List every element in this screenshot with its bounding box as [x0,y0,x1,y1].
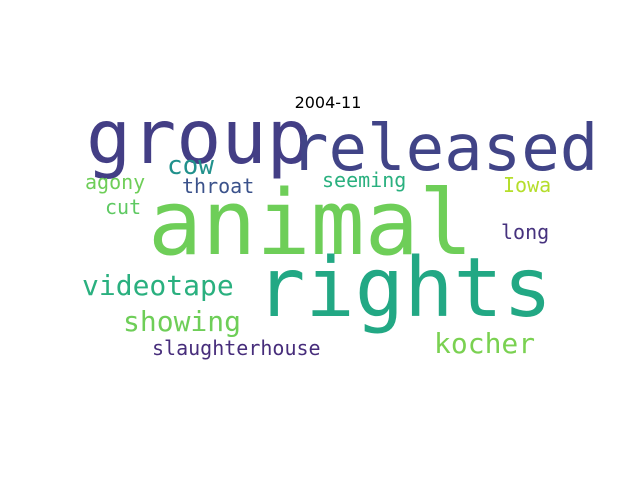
word-animal: animal [148,171,474,276]
word-videotape: videotape [82,269,234,302]
word-long: long [501,220,550,244]
word-seeming: seeming [322,168,407,192]
word-throat: throat [182,174,255,198]
word-agony: agony [85,170,146,194]
word-rights: rights [256,241,553,336]
word-group: group [86,93,312,181]
word-cut: cut [105,195,142,219]
word-showing: showing [123,305,242,338]
word-iowa: Iowa [503,173,552,197]
word-released: released [290,112,599,186]
word-slaughterhouse: slaughterhouse [152,336,321,360]
word-kocher: kocher [434,327,536,360]
word-cow: cow [167,151,214,181]
word-cloud: animal rights group released videotape s… [80,100,598,365]
figure-title: 2004-11 [294,93,362,112]
